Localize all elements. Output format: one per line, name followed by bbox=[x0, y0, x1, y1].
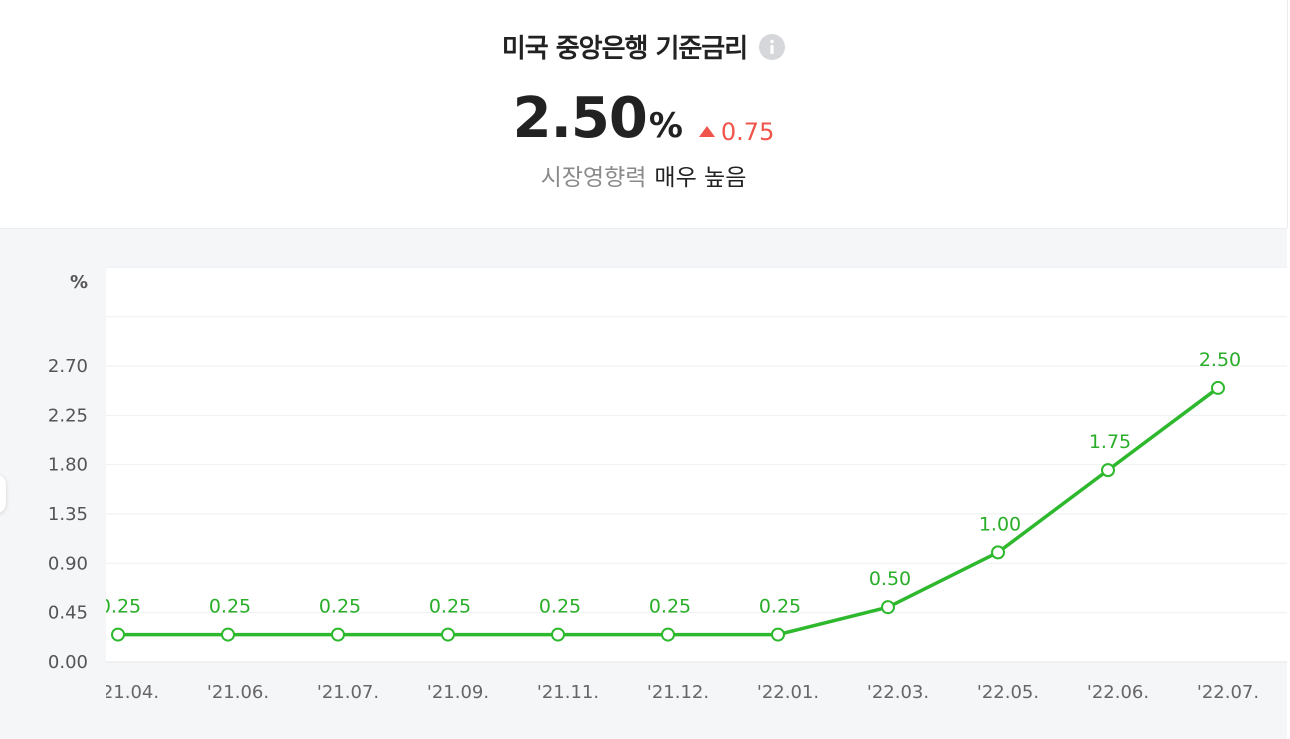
x-tick-label: '22.01. bbox=[757, 682, 819, 703]
x-tick-label: '21.06. bbox=[207, 682, 269, 703]
y-tick-label: 1.80 bbox=[48, 455, 88, 476]
current-rate-unit: % bbox=[648, 106, 683, 146]
data-label: 0.25 bbox=[319, 596, 361, 618]
current-rate-value: 2.50 bbox=[512, 86, 648, 151]
rate-change-value: 0.75 bbox=[720, 117, 775, 146]
x-tick-label: '21.12. bbox=[647, 682, 709, 703]
x-tick-label: '21.09. bbox=[427, 682, 489, 703]
data-label: 0.25 bbox=[759, 596, 801, 618]
data-label: 0.25 bbox=[209, 596, 251, 618]
summary-panel: 미국 중앙은행 기준금리 2.50 % 0.75 시장영향력 매우 높음 bbox=[0, 0, 1288, 228]
data-point bbox=[881, 600, 895, 615]
y-tick-label: 2.25 bbox=[48, 405, 88, 426]
data-label: 0.25 bbox=[649, 596, 691, 618]
data-label: 0.50 bbox=[869, 568, 911, 590]
x-tick-label: '22.03. bbox=[867, 682, 929, 703]
data-label: 1.75 bbox=[1089, 431, 1131, 453]
y-tick-label: 0.00 bbox=[48, 652, 88, 673]
data-label: 0.25 bbox=[429, 596, 471, 618]
carousel-handle[interactable] bbox=[0, 474, 6, 514]
value-row: 2.50 % 0.75 bbox=[0, 86, 1287, 151]
x-tick-label: '21.04. bbox=[97, 682, 159, 703]
data-label: 2.50 bbox=[1199, 349, 1241, 371]
data-point bbox=[1101, 463, 1115, 478]
y-tick-label: 1.35 bbox=[48, 504, 88, 525]
y-tick-label: 2.70 bbox=[48, 356, 88, 377]
y-axis-unit: % bbox=[70, 272, 88, 293]
data-point bbox=[331, 627, 345, 642]
data-point bbox=[991, 545, 1005, 560]
x-tick-label: '22.05. bbox=[977, 682, 1039, 703]
market-impact-value: 매우 높음 bbox=[654, 165, 747, 191]
title-row: 미국 중앙은행 기준금리 bbox=[0, 28, 1287, 65]
data-label: 0.25 bbox=[99, 596, 141, 618]
data-label: 1.00 bbox=[979, 513, 1021, 535]
data-point bbox=[111, 627, 125, 642]
y-tick-label: 0.45 bbox=[48, 603, 88, 624]
up-triangle-icon bbox=[698, 126, 715, 137]
x-tick-label: '22.06. bbox=[1087, 682, 1149, 703]
data-point bbox=[441, 627, 455, 642]
data-point bbox=[661, 627, 675, 642]
data-point bbox=[551, 627, 565, 642]
x-tick-label: '21.07. bbox=[317, 682, 379, 703]
info-icon[interactable] bbox=[759, 33, 786, 60]
y-tick-label: 0.90 bbox=[48, 553, 88, 574]
data-label: 0.25 bbox=[539, 596, 581, 618]
data-point bbox=[1211, 380, 1225, 395]
market-impact-label: 시장영향력 bbox=[540, 165, 647, 191]
x-tick-label: '22.07. bbox=[1197, 682, 1259, 703]
page-title: 미국 중앙은행 기준금리 bbox=[501, 34, 748, 64]
x-tick-label: '21.11. bbox=[537, 682, 599, 703]
rate-change: 0.75 bbox=[698, 117, 775, 146]
data-point bbox=[221, 627, 235, 642]
data-point bbox=[771, 627, 785, 642]
market-impact: 시장영향력 매우 높음 bbox=[0, 158, 1287, 192]
